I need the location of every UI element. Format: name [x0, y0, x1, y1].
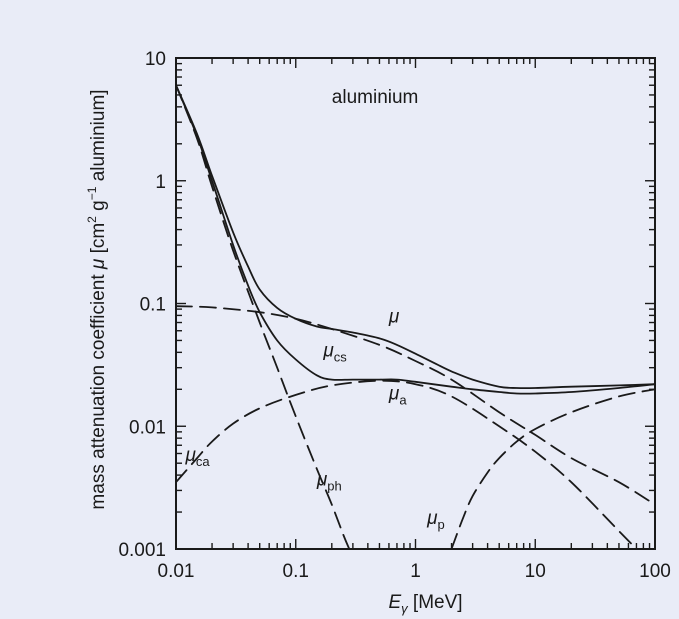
series-label-subscript: p	[438, 517, 445, 532]
x-tick-label: 100	[639, 561, 671, 582]
series-label-symbol: μ	[388, 384, 400, 405]
series-line-μa	[175, 84, 656, 395]
y-axis-title-part: [cm	[88, 223, 109, 259]
x-tick-label: 0.1	[283, 561, 309, 582]
y-tick-label: 10	[145, 49, 166, 70]
x-axis-title-unit: [MeV]	[408, 592, 463, 613]
y-tick-label: 0.001	[118, 540, 166, 561]
series-label-symbol: μ	[388, 307, 400, 328]
y-tick-label: 1	[155, 172, 166, 193]
series-label-subscript: ca	[196, 454, 211, 469]
x-axis-title: Eγ [MeV]	[388, 592, 462, 616]
x-tick-label: 1	[410, 561, 421, 582]
series-label-subscript: a	[399, 393, 407, 408]
series-label-μph: μph	[316, 469, 342, 493]
series-line-μ	[175, 84, 656, 390]
material-annotation: aluminium	[332, 87, 419, 108]
series-label-subscript: cs	[334, 350, 348, 365]
series-line-μca	[175, 379, 638, 550]
x-axis-title-subscript: γ	[401, 601, 409, 616]
series-label-symbol: μ	[184, 445, 196, 466]
y-axis-title: mass attenuation coefficient μ [cm2 g−1 …	[85, 89, 109, 509]
series-label-μp: μp	[426, 508, 445, 532]
x-tick-label: 10	[525, 561, 546, 582]
series-line-μcs	[175, 305, 656, 506]
series-label-μcs: μcs	[322, 341, 347, 365]
y-axis-title-superscript: −1	[85, 186, 99, 200]
y-axis-title-part: mass attenuation coefficient	[88, 269, 109, 509]
y-axis-title-part: μ	[88, 258, 109, 270]
series-line-μph	[175, 84, 351, 550]
series-label-subscript: ph	[327, 478, 341, 493]
series-label-μca: μca	[184, 445, 210, 469]
series-label-μ: μ	[388, 307, 400, 328]
y-tick-label: 0.01	[129, 417, 166, 438]
series-label-symbol: μ	[322, 341, 334, 362]
series-label-μa: μa	[388, 384, 407, 408]
y-axis-title-superscript: 2	[85, 216, 99, 223]
x-tick-label: 0.01	[158, 561, 195, 582]
series-label-symbol: μ	[316, 469, 328, 490]
x-axis-title-symbol: E	[388, 592, 401, 613]
y-tick-label: 0.1	[140, 295, 166, 316]
y-axis-title-part: g	[88, 200, 109, 216]
y-axis-title-part: aluminium]	[88, 89, 109, 186]
series-label-symbol: μ	[426, 508, 438, 529]
